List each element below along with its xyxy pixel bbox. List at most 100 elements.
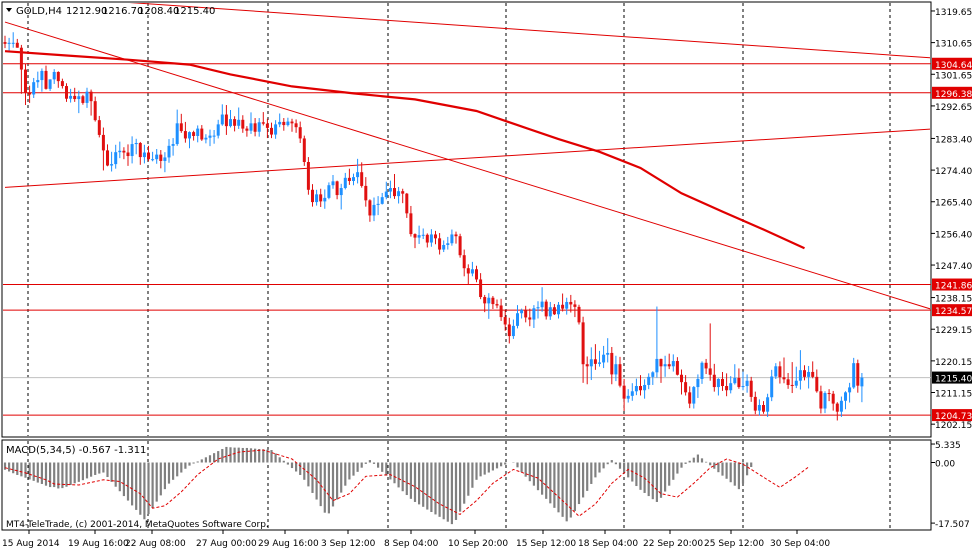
candle [725,373,729,397]
candle-body [311,189,314,203]
candle [196,125,200,143]
time-axis-label: 10 Sep 20:00 [448,539,508,549]
candles [3,32,864,421]
candle-body [409,213,413,235]
candle-body [352,177,355,181]
candle-body [319,194,323,202]
candle [446,236,450,250]
candle [823,391,827,414]
candle [343,172,347,190]
candle [585,356,589,385]
candle [794,366,798,389]
candle-body [667,364,671,367]
candle [839,396,843,417]
candle-body [126,152,130,157]
candle-body [323,197,327,202]
candle-body [499,305,503,318]
trend-line[interactable] [4,126,973,188]
candle-body [60,81,64,87]
candle [688,386,692,409]
candle [487,293,491,319]
candle-body [265,123,269,128]
candle [622,378,626,411]
candle [241,115,245,133]
candle-body [413,234,417,238]
candle [491,295,495,309]
level-price-label-text: 1234.57 [935,307,972,317]
candle [643,379,647,399]
candle-body [81,96,85,103]
candle [159,150,163,169]
candle [376,196,380,216]
candle [499,298,503,321]
candle [561,293,565,312]
candle-body [655,358,659,373]
candle-body [565,301,569,309]
candle-body [634,386,638,392]
candle-body [528,317,532,320]
candle-body [274,124,278,135]
trend-line[interactable] [5,0,973,61]
level-price-label: 1296.38 [932,86,972,100]
candle-body [737,377,741,388]
candle-body [782,377,786,380]
macd-axis-label: 5.335 [935,441,961,451]
candle-body [278,121,282,125]
candle [286,117,290,127]
candle [155,148,159,164]
candle-body [700,362,704,379]
copyright-text: MT4-TeleTrade, (c) 2001-2014, MetaQuotes… [6,520,269,530]
candle-body [692,387,696,404]
candle-body [466,268,470,274]
candle [175,109,179,146]
candle [48,79,52,91]
candle-body [577,306,581,323]
candle-body [73,95,77,100]
candle-body [114,152,118,165]
macd-axis: 5.335 0.00 -17.507 [931,441,970,530]
candle [675,357,679,376]
time-axis-label: 27 Aug 00:00 [196,539,257,549]
time-axis-label: 15 Sep 12:00 [516,539,576,549]
candle-body [844,392,847,401]
candle-body [733,377,737,384]
candle-body [544,301,548,317]
candle-body [101,134,105,151]
candle-body [48,79,52,89]
price-axis-label: 1265.40 [935,199,972,209]
candle [573,300,577,318]
candle [696,374,700,398]
triangle-down-icon[interactable] [6,8,12,12]
candle-body [454,234,458,237]
candle-body [175,123,179,145]
candle [356,158,360,184]
candle-body [7,42,11,44]
price-axis-label: 1301.65 [935,71,972,81]
candle-body [122,150,126,153]
time-axis-label: 18 Sep 04:00 [578,539,638,549]
candle [503,310,507,331]
candle-body [216,124,220,136]
level-price-label-bg [932,86,972,99]
candle [716,378,720,396]
candle [319,188,323,208]
candle [475,265,478,283]
candle-body [450,234,454,244]
candle-body [397,191,401,197]
candle [552,304,556,315]
candle [671,354,675,372]
candle [483,294,487,313]
candle [204,134,208,144]
macd-signal [4,449,809,517]
chart-title[interactable]: GOLD,H4 1212.90 1216.70 1208.40 1215.40 [6,6,215,17]
candle-body [696,378,700,388]
candle [778,361,782,384]
candle-body [155,154,159,160]
trend-line[interactable] [4,21,973,322]
candle-body [745,380,749,387]
candle-body [249,123,253,131]
candle-body [425,234,429,243]
candle [470,261,474,277]
candle [589,347,593,381]
candle-body [778,366,782,378]
